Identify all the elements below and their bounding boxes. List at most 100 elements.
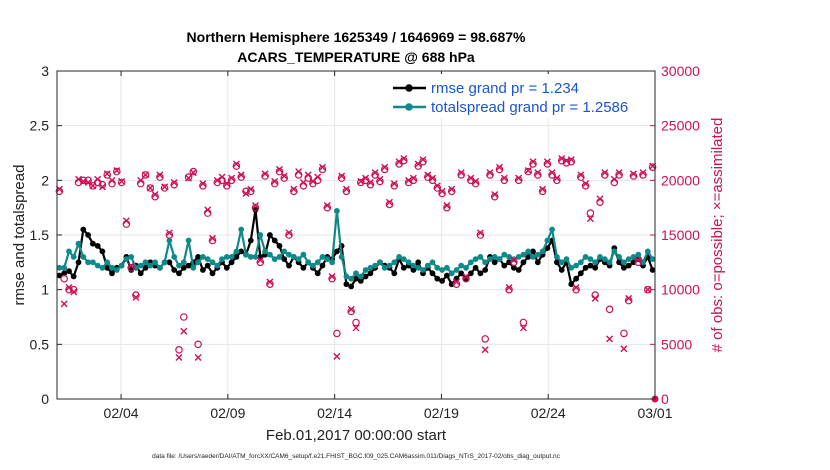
obs-assimilated-point [290,185,298,193]
x-axis: 02/04 02/09 02/14 02/19 02/24 03/01 [104,71,673,421]
obs-assimilated-point [481,346,489,354]
obs-assimilated-point [89,182,97,190]
totalspread-point [99,264,106,271]
obs-assimilated-point [409,174,417,182]
x-tick-label: 02/09 [210,405,245,421]
rmse-point [271,237,278,244]
totalspread-point [534,251,541,258]
obs-possible-point [141,171,150,179]
obs-possible-point [328,274,336,283]
obs-assimilated-point [94,175,102,183]
obs-possible-point [519,318,528,327]
totalspread-point [276,254,283,260]
rmse-point [410,267,417,273]
obs-assimilated-point [385,198,393,206]
totalspread-point [448,270,455,277]
obs-assimilated-point [419,156,427,164]
rmse-point [195,254,202,260]
obs-assimilated-point [280,172,288,180]
totalspread-point [70,254,77,260]
obs-possible-point [605,305,614,314]
rmse-point [415,259,422,266]
obs-assimilated-point [596,195,604,203]
obs-possible-point [620,329,628,338]
obs-assimilated-point [644,286,652,294]
rmse-point [252,207,259,213]
totalspread-point [453,267,460,273]
totalspread-point [549,226,555,233]
totalspread-point [233,248,240,255]
obs-assimilated-point [252,201,260,209]
obs-assimilated-point [390,180,398,188]
obs-possible-point [414,162,423,170]
obs-assimilated-point [132,293,140,301]
chart-title-line1: Northern Hemisphere 1625349 / 1646969 = … [187,29,526,45]
totalspread-point [56,264,63,271]
left-y-axis-label: rmse and totalspread [11,165,28,306]
totalspread-point [405,259,412,266]
rmse-point [137,270,144,277]
obs-possible-point [648,163,657,172]
obs-assimilated-point [161,183,169,191]
rmse-point [649,267,656,273]
obs-assimilated-point [610,175,618,183]
obs-possible-point [643,285,652,294]
obs-assimilated-point [639,169,647,177]
obs-possible-point [634,258,643,267]
rmse-point [367,270,374,277]
totalspread-point [592,259,599,266]
obs-assimilated-point [319,163,327,171]
totalspread-point [644,248,651,255]
totalspread-point [185,237,192,244]
obs-possible-point [462,274,470,283]
obs-possible-point [490,192,499,201]
totalspread-point [61,264,68,271]
rmse-point [353,275,359,282]
obs-assimilated-point [232,160,240,168]
totalspread-point [357,273,364,280]
totalspread-point [429,259,436,266]
obs-assimilated-point [620,345,628,353]
rmse-point [223,264,230,271]
rmse-point [439,278,445,284]
obs-assimilated-point [615,169,623,177]
obs-assimilated-point [271,177,279,185]
totalspread-point [257,232,264,238]
obs-assimilated-point [529,158,537,166]
totalspread-point [487,256,493,262]
rmse-point [472,264,479,271]
obs-assimilated-point [634,256,642,264]
totalspread-point [386,262,393,269]
footer-datafile: data file: /Users/raeder/DAI/ATM_forcXX/… [152,453,561,460]
rmse-point [204,262,211,269]
obs-possible-point [151,192,159,201]
obs-assimilated-point [333,352,341,360]
totalspread-point [501,251,508,258]
rmse-point [300,264,307,271]
totalspread-point [649,256,656,262]
rmse-point [348,283,355,290]
totalspread-point [176,262,182,269]
totalspread-point [544,237,551,244]
totalspread-point [587,256,594,262]
obs-assimilated-point [462,273,470,281]
series-layer [55,154,659,403]
totalspread-point [563,256,570,262]
totalspread-point [482,259,489,266]
obs-assimilated-point [137,176,145,184]
obs-possible-point [495,165,504,174]
rmse-point [180,264,187,271]
obs-assimilated-point [601,169,609,177]
obs-possible-point [524,167,533,176]
y-tick-label-right: 15000 [661,227,700,243]
x-tick-label: 02/24 [531,405,566,421]
obs-assimilated-point [381,163,389,171]
totalspread-point [118,262,125,269]
totalspread-point [109,264,115,271]
totalspread-point [496,256,503,262]
totalspread-point [338,254,345,260]
rmse-point [568,281,575,288]
legend-spread-label: totalspread grand pr = 1.2586 [431,99,628,116]
rmse-point [525,254,532,260]
rmse-point [166,259,173,266]
